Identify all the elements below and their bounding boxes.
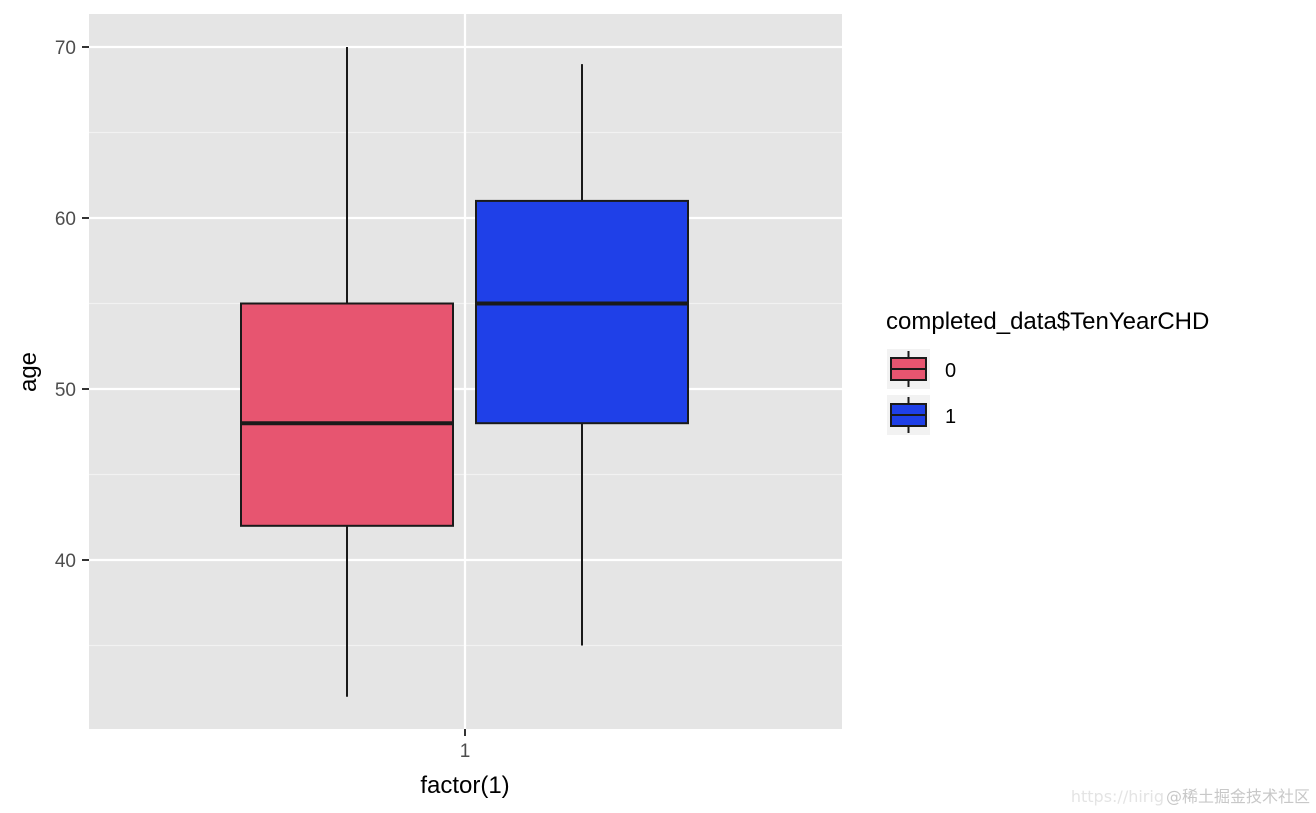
box-iqr	[475, 199, 689, 425]
legend-label: 0	[945, 360, 956, 382]
y-tick-label: 60	[55, 209, 76, 230]
y-axis-title: age	[15, 352, 42, 392]
y-tick-label: 70	[55, 38, 76, 59]
legend-label: 1	[945, 406, 956, 428]
legend-key-0: 0	[887, 349, 956, 389]
grid-major	[89, 14, 842, 729]
watermark: https://hirig @稀土掘金技术社区	[1071, 783, 1310, 807]
box-group-1	[475, 64, 689, 646]
x-tick-label: 1	[460, 741, 471, 762]
legend-key-1: 1	[887, 395, 956, 435]
y-tick-label: 50	[55, 380, 76, 401]
box-iqr	[240, 302, 454, 527]
y-tick-label: 40	[55, 551, 76, 572]
x-axis: 1	[460, 729, 471, 762]
x-axis-title: factor(1)	[420, 772, 509, 799]
watermark-text: @稀土掘金技术社区	[1165, 787, 1310, 806]
legend-title: completed_data$TenYearCHD	[886, 308, 1209, 335]
boxes	[240, 47, 689, 697]
legend: completed_data$TenYearCHD 0 1	[886, 308, 1209, 435]
watermark-site: https://hirig	[1070, 787, 1164, 806]
y-axis: 40 50 60 70	[55, 38, 89, 572]
box-group-0	[240, 47, 454, 697]
